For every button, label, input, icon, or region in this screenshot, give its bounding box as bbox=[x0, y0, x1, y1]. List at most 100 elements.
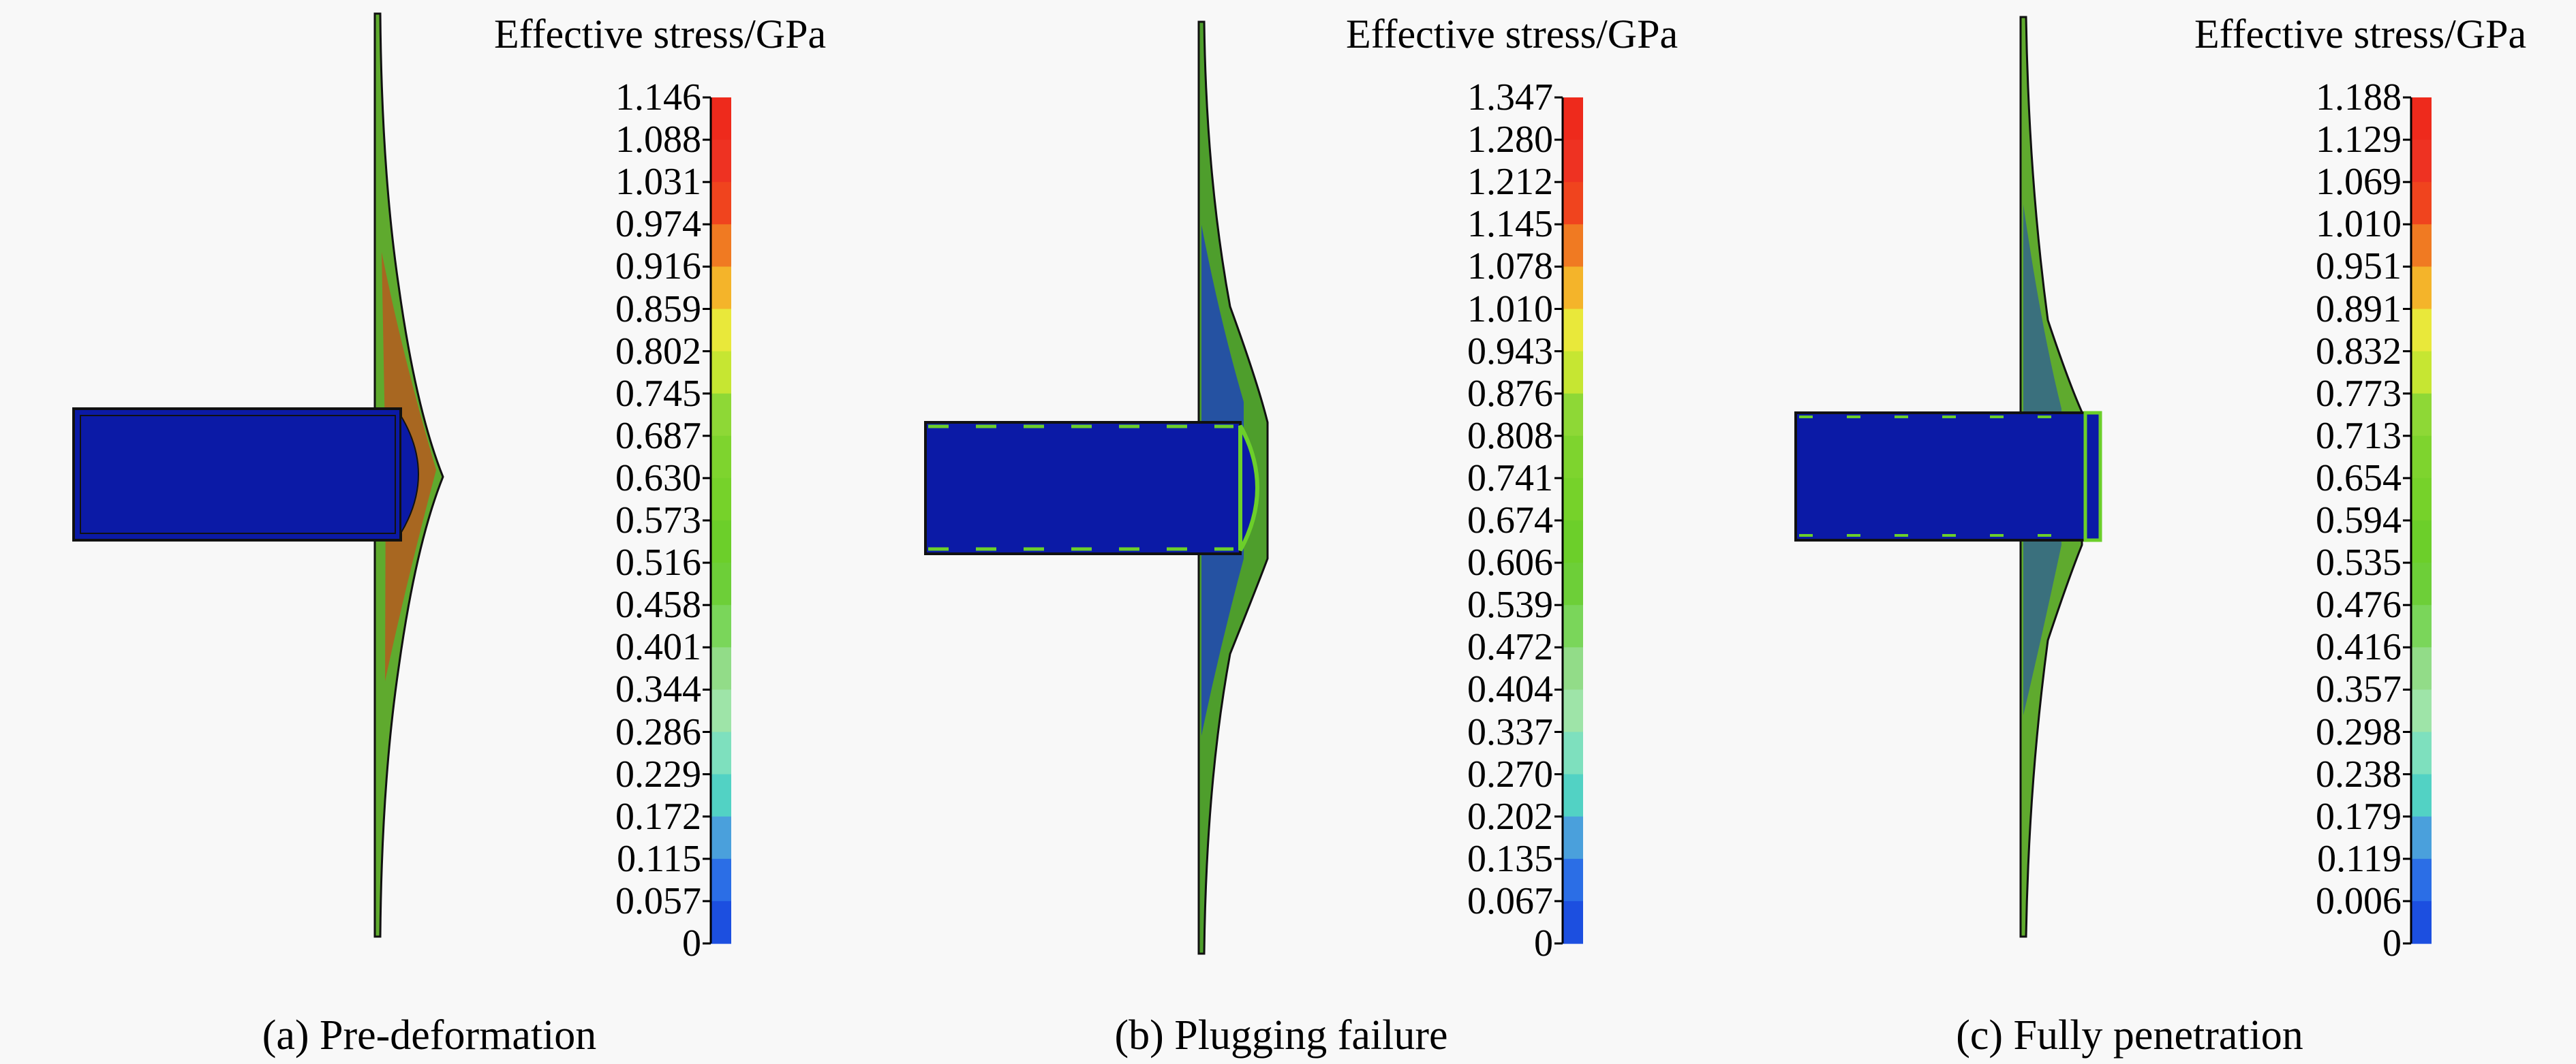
colorbar-tick-label: 0.773 bbox=[2316, 372, 2402, 415]
colorbar-band bbox=[711, 478, 731, 521]
colorbar-tick-label: 0.229 bbox=[615, 753, 701, 796]
colorbar-band bbox=[2411, 647, 2432, 690]
colorbar-tick-label: 0.802 bbox=[615, 330, 701, 373]
projectile bbox=[1794, 411, 2090, 542]
colorbar-tick-label: 0.891 bbox=[2316, 287, 2402, 330]
colorbar-tick-label: 1.146 bbox=[615, 76, 701, 119]
colorbar-tick-label: 0.539 bbox=[1467, 584, 1553, 627]
panel-b: Effective stress/GPa 1.347 1.280 1.212 1.14… bbox=[852, 0, 1711, 1064]
colorbar-tick-label: 0.401 bbox=[615, 626, 701, 669]
colorbar-tick-label: 0.859 bbox=[615, 287, 701, 330]
projectile bbox=[72, 407, 402, 542]
colorbar-band bbox=[2411, 182, 2432, 225]
colorbar-tick-label: 0.674 bbox=[1467, 499, 1553, 542]
colorbar-band bbox=[711, 563, 731, 606]
colorbar-tick-label: 1.347 bbox=[1467, 76, 1553, 119]
legend-title: Effective stress/GPa bbox=[2194, 12, 2527, 57]
colorbar-tick-label: 1.031 bbox=[615, 161, 701, 204]
colorbar-band bbox=[1563, 858, 1583, 902]
colorbar-band bbox=[2411, 816, 2432, 860]
colorbar-band bbox=[711, 774, 731, 817]
legend-title: Effective stress/GPa bbox=[1346, 12, 1678, 57]
colorbar-tick-label: 0.202 bbox=[1467, 795, 1553, 838]
colorbar-tick-label: 0.337 bbox=[1467, 710, 1553, 753]
caption: (b) Plugging failure bbox=[1114, 1012, 1448, 1059]
colorbar-band bbox=[711, 816, 731, 860]
colorbar-tick-label: 0.179 bbox=[2316, 795, 2402, 838]
colorbar-band bbox=[1563, 309, 1583, 352]
colorbar-tick-label: 1.078 bbox=[1467, 245, 1553, 288]
colorbar-band bbox=[711, 266, 731, 310]
colorbar-tick-label: 1.188 bbox=[2316, 76, 2402, 119]
colorbar-band bbox=[2411, 520, 2432, 563]
colorbar-band bbox=[1563, 266, 1583, 310]
colorbar-tick-label: 1.212 bbox=[1467, 161, 1553, 204]
colorbar-band bbox=[2411, 901, 2432, 944]
colorbar-band bbox=[2411, 393, 2432, 437]
colorbar-band bbox=[1563, 732, 1583, 775]
colorbar-band bbox=[2411, 732, 2432, 775]
colorbar-band bbox=[711, 901, 731, 944]
colorbar-tick-label: 0.344 bbox=[615, 668, 701, 711]
colorbar-tick-label: 0.916 bbox=[615, 245, 701, 288]
projectile-inner-edge bbox=[80, 415, 396, 534]
colorbar-tick-label: 0.119 bbox=[2317, 837, 2402, 880]
colorbar-band bbox=[711, 97, 731, 140]
fem-plot-b bbox=[924, 20, 1583, 955]
colorbar-tick-label: 0.832 bbox=[2316, 330, 2402, 373]
colorbar-band bbox=[2411, 224, 2432, 267]
colorbar-band bbox=[711, 140, 731, 183]
colorbar-tick-label: 0.067 bbox=[1467, 879, 1553, 922]
colorbar-band bbox=[711, 182, 731, 225]
colorbar-band bbox=[2411, 435, 2432, 479]
fem-plot-c bbox=[1794, 16, 2432, 945]
colorbar-tick-label: 0.404 bbox=[1467, 668, 1553, 711]
colorbar-tick-label: 0.357 bbox=[2316, 668, 2402, 711]
colorbar-band bbox=[711, 224, 731, 267]
colorbar-tick-label: 0.687 bbox=[615, 414, 701, 457]
colorbar-tick-label: 0.745 bbox=[615, 372, 701, 415]
panel-c: Effective stress/GPa 1.188 1.129 1.069 1.01… bbox=[1700, 0, 2559, 1064]
legend-title: Effective stress/GPa bbox=[494, 12, 827, 57]
colorbar-band bbox=[1563, 224, 1583, 267]
colorbar-band bbox=[2411, 97, 2432, 140]
colorbar-band bbox=[2411, 774, 2432, 817]
colorbar-tick-label: 0.270 bbox=[1467, 753, 1553, 796]
colorbar-tick-label: 0.713 bbox=[2316, 414, 2402, 457]
colorbar-tick-label: 0.606 bbox=[1467, 542, 1553, 584]
colorbar-tick-label: 0.943 bbox=[1467, 330, 1553, 373]
colorbar-band bbox=[2411, 140, 2432, 183]
colorbar-band bbox=[1563, 901, 1583, 944]
colorbar-tick-label: 0.298 bbox=[2316, 710, 2402, 753]
colorbar-band bbox=[1563, 182, 1583, 225]
colorbar-band bbox=[2411, 351, 2432, 394]
colorbar-tick-label: 0 bbox=[2382, 922, 2402, 965]
colorbar-band bbox=[1563, 435, 1583, 479]
colorbar-band bbox=[711, 520, 731, 563]
colorbar-tick-label: 0.951 bbox=[2316, 245, 2402, 288]
colorbar-tick-label: 0.006 bbox=[2316, 879, 2402, 922]
colorbar-band bbox=[1563, 774, 1583, 817]
colorbar-tick-label: 0.238 bbox=[2316, 753, 2402, 796]
colorbar-tick-label: 0.654 bbox=[2316, 456, 2402, 499]
colorbar bbox=[703, 96, 731, 945]
projectile bbox=[924, 421, 1242, 555]
colorbar-band bbox=[711, 605, 731, 648]
colorbar-tick-label: 0.594 bbox=[2316, 499, 2402, 542]
colorbar-tick-label: 0.741 bbox=[1467, 456, 1553, 499]
colorbar-band bbox=[711, 393, 731, 437]
colorbar-tick-label: 0 bbox=[1534, 922, 1553, 965]
colorbar-tick-label: 1.129 bbox=[2316, 119, 2402, 161]
colorbar-band bbox=[1563, 605, 1583, 648]
colorbar-tick-label: 1.145 bbox=[1467, 203, 1553, 246]
colorbar-band bbox=[711, 647, 731, 690]
colorbar-tick-label: 0.974 bbox=[615, 203, 701, 246]
caption: (a) Pre-deformation bbox=[262, 1012, 597, 1059]
caption: (c) Fully penetration bbox=[1956, 1012, 2303, 1059]
colorbar-tick-label: 0.535 bbox=[2316, 542, 2402, 584]
colorbar-band bbox=[2411, 309, 2432, 352]
colorbar-band bbox=[1563, 647, 1583, 690]
colorbar-band bbox=[711, 858, 731, 902]
colorbar-band bbox=[2411, 266, 2432, 310]
